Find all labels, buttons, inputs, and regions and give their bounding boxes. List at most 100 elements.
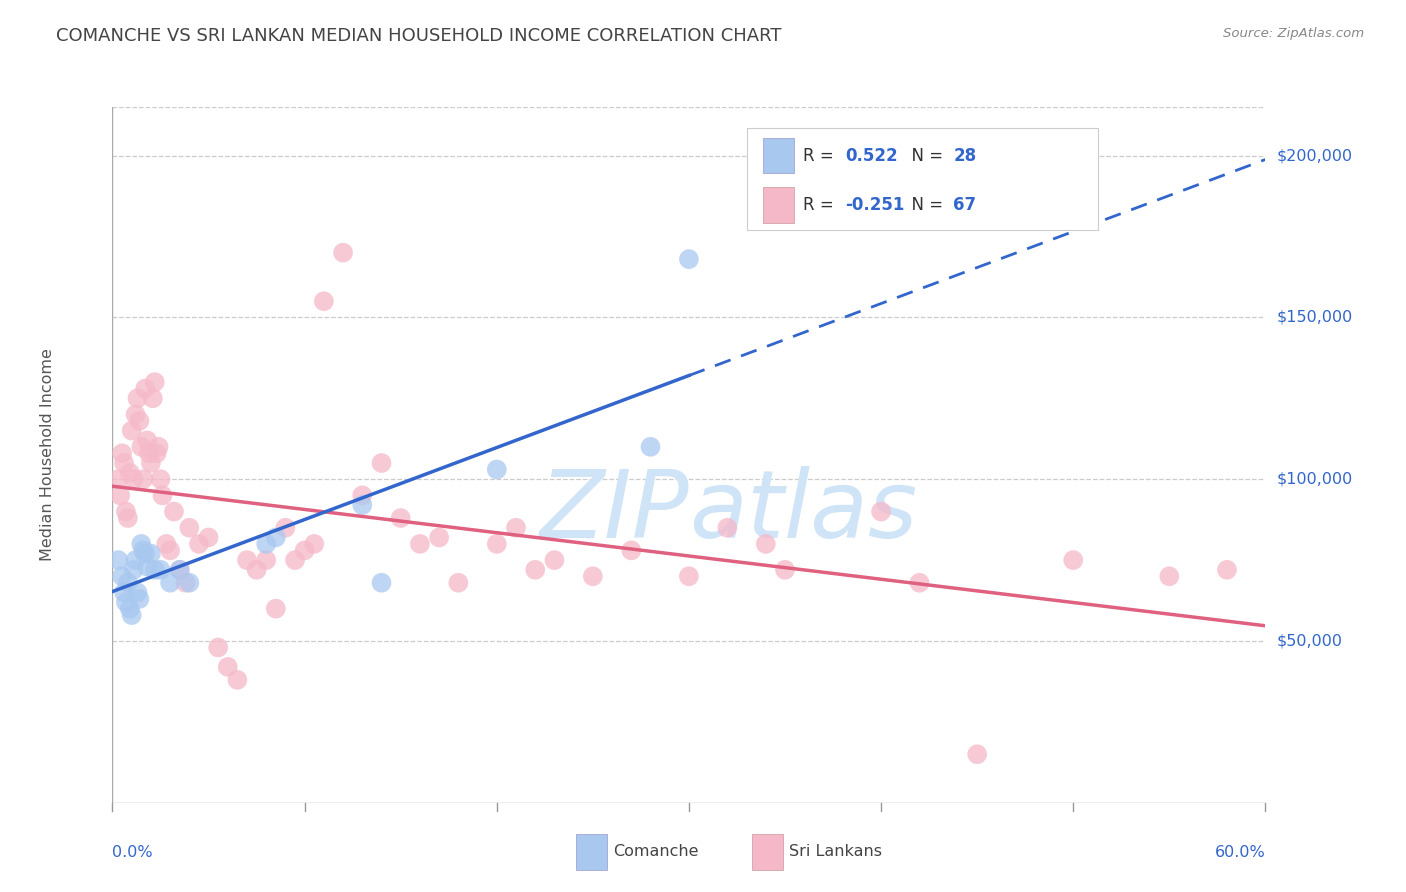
Point [108,488,131,502]
Point [197,531,219,545]
Point [174,575,197,590]
Point [332,245,354,260]
Point [187,537,211,551]
Point [274,521,297,535]
Point [352,498,374,512]
Text: N =: N = [901,196,949,214]
Point [121,608,143,623]
Point [163,504,186,518]
Point [136,559,159,574]
Text: ZIP: ZIP [540,466,689,557]
Point [620,543,643,558]
Point [1216,563,1239,577]
Point [129,440,153,454]
Text: $200,000: $200,000 [1277,148,1353,163]
Point [107,553,129,567]
Point [121,424,143,438]
Point [217,660,239,674]
Point [149,472,172,486]
Point [169,563,191,577]
Point [389,511,412,525]
Point [485,462,508,476]
Point [124,408,146,422]
Point [112,585,135,599]
Point [370,575,392,590]
Text: -0.251: -0.251 [845,196,904,214]
Point [226,673,249,687]
Point [128,414,150,428]
Point [122,472,145,486]
Text: 28: 28 [953,146,976,165]
Point [524,563,547,577]
Point [294,543,316,558]
Point [264,601,287,615]
Point [148,440,170,454]
Point [149,563,172,577]
Point [111,569,134,583]
Point [122,563,145,577]
Text: $150,000: $150,000 [1277,310,1353,325]
Point [870,504,893,518]
Point [485,537,508,551]
Text: R =: R = [803,146,839,165]
Point [264,531,287,545]
Point [159,575,181,590]
Text: Comanche: Comanche [613,845,699,859]
Text: COMANCHE VS SRI LANKAN MEDIAN HOUSEHOLD INCOME CORRELATION CHART: COMANCHE VS SRI LANKAN MEDIAN HOUSEHOLD … [56,27,782,45]
Point [254,553,277,567]
Text: $100,000: $100,000 [1277,472,1353,487]
Point [179,521,201,535]
Point [582,569,605,583]
Point [1062,553,1084,567]
Point [245,563,267,577]
Point [124,553,146,567]
Text: Sri Lankans: Sri Lankans [789,845,882,859]
Point [207,640,229,655]
Point [117,511,139,525]
Point [169,563,191,577]
Point [908,575,931,590]
Point [678,252,700,267]
Point [142,392,165,406]
Point [138,446,160,460]
Text: $50,000: $50,000 [1277,633,1343,648]
Point [179,575,201,590]
Point [129,537,153,551]
Point [505,521,527,535]
Point [134,382,156,396]
Point [152,488,174,502]
Point [118,466,141,480]
Text: 0.0%: 0.0% [112,845,153,860]
Point [755,537,778,551]
Point [254,537,277,551]
Point [112,456,135,470]
Point [139,547,162,561]
Point [107,472,129,486]
Point [159,543,181,558]
Point [134,547,156,561]
Point [128,591,150,606]
Text: 0.522: 0.522 [845,146,897,165]
Point [409,537,432,551]
Point [447,575,470,590]
Point [352,488,374,502]
Point [716,521,738,535]
Text: atlas: atlas [689,466,917,557]
Point [678,569,700,583]
Point [117,575,139,590]
Point [139,456,162,470]
Point [304,537,326,551]
Point [370,456,392,470]
Text: Source: ZipAtlas.com: Source: ZipAtlas.com [1223,27,1364,40]
Text: Median Household Income: Median Household Income [39,349,55,561]
Point [127,585,149,599]
Point [966,747,988,762]
Point [132,472,155,486]
Text: N =: N = [901,146,949,165]
Point [136,434,159,448]
Point [143,563,166,577]
Point [115,504,138,518]
Point [543,553,565,567]
Point [284,553,307,567]
Point [145,446,167,460]
